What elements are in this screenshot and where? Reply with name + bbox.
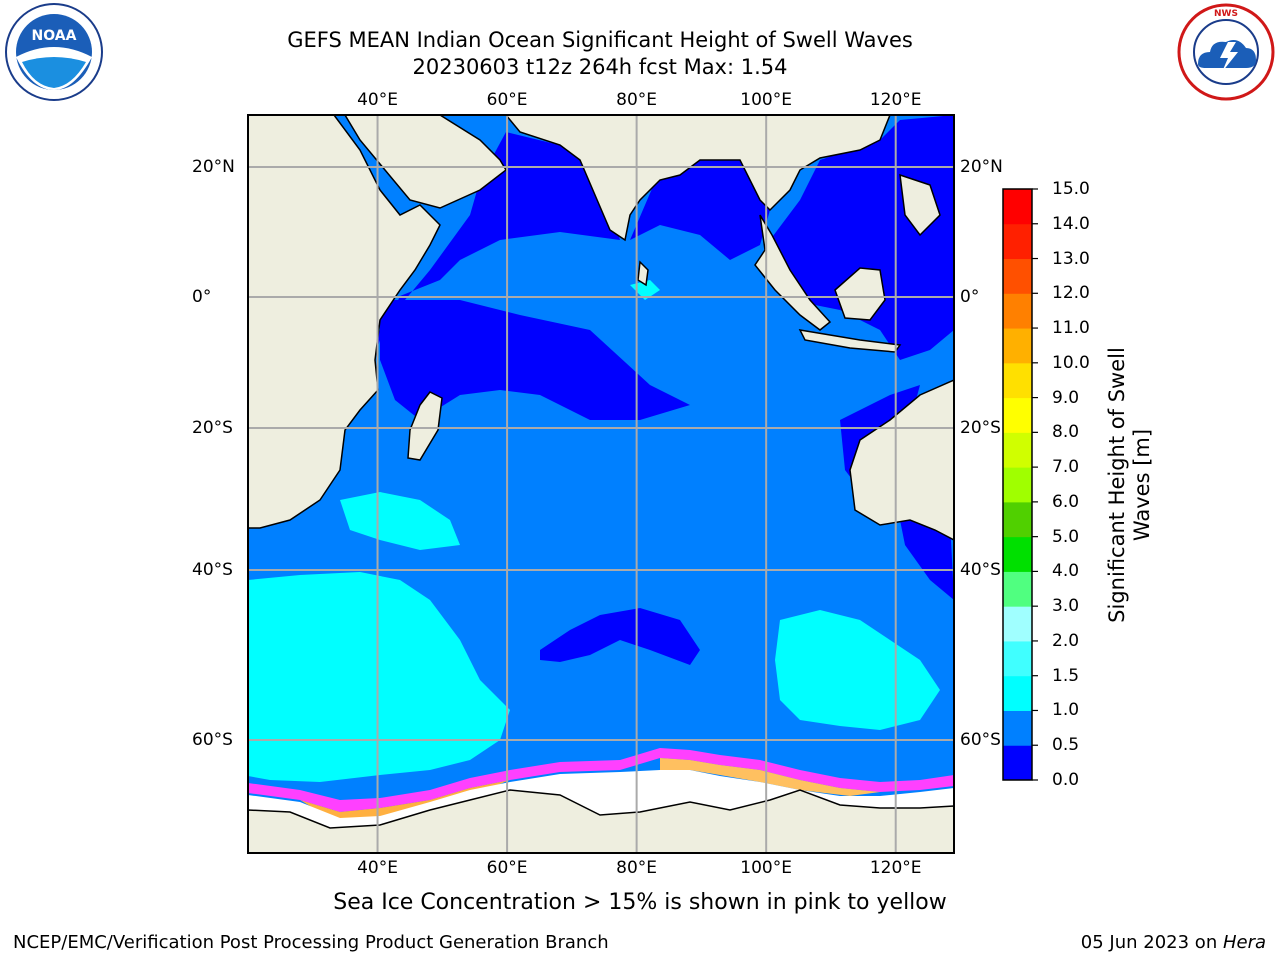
- lon-tick-label-bottom: 60°E: [486, 858, 528, 878]
- moderate-swell-regions: [248, 280, 940, 782]
- colorbar-tick-label: 2.0: [1052, 630, 1080, 651]
- map-frame: [247, 114, 955, 854]
- footer-host: Hera: [1222, 932, 1266, 953]
- low-swell-regions: [330, 115, 954, 665]
- nws-logo: NWS: [1176, 2, 1276, 106]
- colorbar-tick-label: 5.0: [1052, 526, 1080, 547]
- colorbar-tick-label: 7.0: [1052, 457, 1080, 478]
- noaa-logo: NOAA: [4, 2, 104, 106]
- madagascar-land: [407, 391, 443, 461]
- lon-tick-label-bottom: 120°E: [869, 858, 922, 878]
- svg-text:NOAA: NOAA: [32, 28, 77, 44]
- lat-tick-label-right: 20°S: [960, 418, 1001, 438]
- footer-date-text: 05 Jun 2023 on: [1080, 932, 1223, 953]
- colorbar-tick-label: 10.0: [1052, 352, 1090, 373]
- lat-tick-label-right: 20°N: [960, 157, 1003, 177]
- lat-tick-label-left: 60°S: [192, 730, 233, 750]
- colorbar-tick-label: 4.0: [1052, 561, 1080, 582]
- svg-text:NWS: NWS: [1214, 9, 1238, 19]
- borneo-land: [834, 267, 886, 321]
- sumatra-land: [754, 214, 832, 331]
- lon-tick-label-top: 120°E: [869, 90, 922, 110]
- footer-date: 05 Jun 2023 on Hera: [1081, 932, 1266, 953]
- sri-lanka-land: [637, 260, 649, 287]
- colorbar-tick-label: 11.0: [1052, 318, 1090, 339]
- colorbar-tick-label: 13.0: [1052, 248, 1090, 269]
- chart-subtitle: 20230603 t12z 264h fcst Max: 1.54: [412, 55, 788, 79]
- footer-credit: NCEP/EMC/Verification Post Processing Pr…: [13, 932, 609, 953]
- colorbar-tick-label: 0.0: [1052, 770, 1080, 790]
- lat-tick-label-left: 20°N: [192, 157, 235, 177]
- colorbar-tick-label: 1.0: [1052, 700, 1080, 721]
- colorbar-tick-label: 8.0: [1052, 422, 1080, 443]
- lon-tick-label-bottom: 80°E: [616, 858, 658, 878]
- lat-tick-label-right: 0°: [960, 287, 980, 307]
- colorbar-tick-label: 0.5: [1052, 735, 1080, 756]
- colorbar-tick-label: 6.0: [1052, 491, 1080, 512]
- lat-tick-label-left: 20°S: [192, 418, 233, 438]
- antarctica-land: [248, 789, 954, 853]
- graticule: [248, 115, 954, 853]
- lat-tick-label-left: 40°S: [192, 560, 233, 580]
- lon-tick-label-top: 100°E: [740, 90, 793, 110]
- colorbar-tick-label: 1.5: [1052, 665, 1080, 686]
- colorbar-tick-label: 12.0: [1052, 283, 1090, 304]
- africa-land: [248, 115, 441, 529]
- lon-tick-label-top: 40°E: [357, 90, 398, 110]
- colorbar-label: Significant Height of Swell Waves [m]: [1105, 347, 1154, 623]
- colorbar-tick-label: 9.0: [1052, 387, 1080, 408]
- lon-tick-label-bottom: 100°E: [740, 858, 793, 878]
- australia-land: [849, 379, 954, 541]
- philippines-land: [899, 173, 941, 237]
- colorbar-tick-label: 3.0: [1052, 596, 1080, 617]
- colorbar-tick-label: 15.0: [1052, 179, 1090, 199]
- lat-tick-label-right: 40°S: [960, 560, 1001, 580]
- lat-tick-label-left: 0°: [192, 287, 212, 307]
- lat-tick-label-right: 60°S: [960, 730, 1001, 750]
- lon-tick-label-top: 60°E: [486, 90, 528, 110]
- lon-tick-label-bottom: 40°E: [357, 858, 398, 878]
- colorbar-tick-label: 14.0: [1052, 213, 1090, 234]
- sea-ice-caption: Sea Ice Concentration > 15% is shown in …: [333, 890, 947, 915]
- chart-title: GEFS MEAN Indian Ocean Significant Heigh…: [287, 28, 913, 52]
- lon-tick-label-top: 80°E: [616, 90, 658, 110]
